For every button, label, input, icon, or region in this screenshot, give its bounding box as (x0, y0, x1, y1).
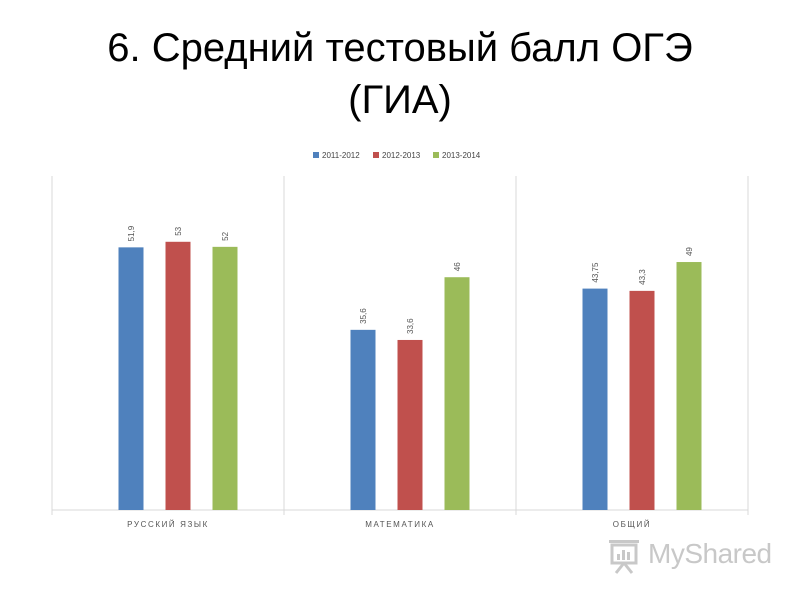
data-label: 35,6 (359, 308, 368, 324)
bar (629, 290, 655, 510)
data-label: 51,9 (127, 225, 136, 241)
data-label: 52 (221, 231, 230, 240)
legend-swatch (433, 152, 439, 158)
bar (397, 339, 423, 510)
data-label: 46 (453, 262, 462, 271)
legend-label: 2012-2013 (382, 151, 421, 160)
legend-swatch (373, 152, 379, 158)
data-label: 33,6 (406, 318, 415, 334)
category-label: МАТЕМАТИКА (365, 520, 435, 529)
bar (350, 329, 376, 510)
title-line-2: (ГИА) (348, 78, 452, 122)
bar (444, 277, 470, 510)
plot-area: 51,9 35,6 43,75 53 33,6 43,3 52 46 49 РУССКИЙ ЯЗЫ… (51, 176, 749, 529)
category-label: РУССКИЙ ЯЗЫК (127, 520, 209, 529)
bar (212, 246, 238, 510)
legend-label: 2011-2012 (322, 151, 360, 160)
title-line-1: 6. Средний тестовый балл ОГЭ (107, 26, 693, 70)
bar (676, 262, 702, 510)
presentation-board-icon (609, 540, 639, 574)
legend-label: 2013-2014 (442, 151, 481, 160)
slide-title: 6. Средний тестовый балл ОГЭ (ГИА) (0, 22, 800, 126)
watermark-text: MyShared (648, 538, 772, 569)
bar (118, 247, 144, 510)
chart-legend: 2011-2012 2012-2013 2013-2014 (313, 151, 481, 160)
watermark: MyShared (606, 536, 776, 576)
legend-swatch (313, 152, 319, 158)
bar (165, 241, 191, 510)
data-label: 49 (685, 247, 694, 256)
data-label: 43,75 (591, 262, 600, 283)
data-label: 43,3 (638, 269, 647, 285)
bar (582, 288, 608, 510)
data-label: 53 (174, 226, 183, 235)
category-label: ОБЩИЙ (613, 520, 651, 529)
